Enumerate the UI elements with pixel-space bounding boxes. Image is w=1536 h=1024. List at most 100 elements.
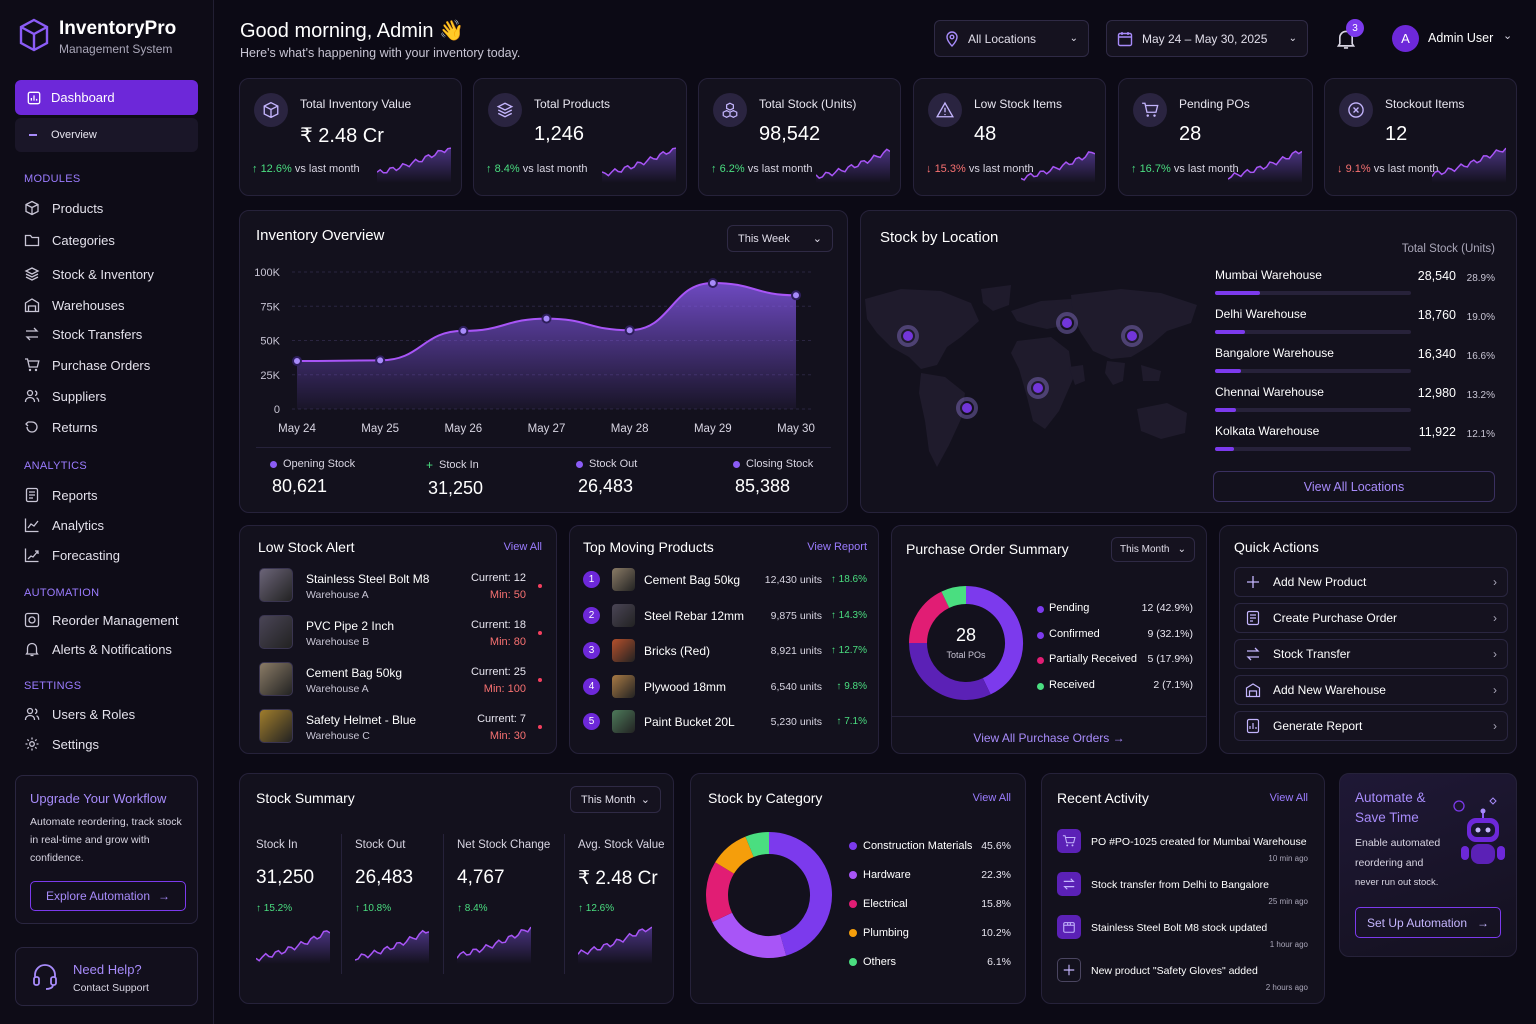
location-value: All Locations bbox=[968, 31, 1037, 46]
nav-dashboard[interactable]: Dashboard bbox=[15, 80, 198, 115]
summary-label: Avg. Stock Value bbox=[578, 839, 665, 851]
explore-automation-button[interactable]: Explore Automation → bbox=[30, 881, 186, 911]
summary-change: ↑ 12.6% bbox=[578, 903, 614, 914]
quick-action-button[interactable]: Create Purchase Order › bbox=[1234, 603, 1508, 633]
quick-action-label: Add New Product bbox=[1273, 575, 1367, 589]
stat-label: Opening Stock bbox=[283, 458, 356, 470]
location-select[interactable]: All Locations ⌄ bbox=[934, 20, 1089, 57]
donut-slice[interactable] bbox=[909, 591, 950, 644]
kpi-change-value: 16.7% bbox=[1139, 163, 1171, 175]
nav-label: Stock Transfers bbox=[52, 326, 143, 342]
overview-period-select[interactable]: This Week ⌄ bbox=[727, 225, 833, 252]
nav-label: Analytics bbox=[52, 517, 105, 533]
legend-dot bbox=[849, 929, 857, 937]
kpi-card[interactable]: Pending POs 28 ↑ 16.7% vs last month bbox=[1118, 78, 1313, 196]
transfer-icon bbox=[25, 327, 39, 341]
nav-alerts[interactable]: Alerts & Notifications bbox=[24, 641, 199, 657]
activity-view-all[interactable]: View All bbox=[1269, 792, 1308, 804]
nav-forecasting[interactable]: Forecasting bbox=[24, 547, 199, 563]
donut-slice[interactable] bbox=[706, 862, 735, 923]
nav-categories[interactable]: Categories bbox=[24, 232, 199, 248]
nav-overview[interactable]: Overview bbox=[15, 118, 198, 152]
nav-settings[interactable]: Settings bbox=[24, 736, 199, 752]
cube-icon bbox=[254, 93, 288, 127]
category-pct: 22.3% bbox=[981, 869, 1011, 881]
quick-action-label: Generate Report bbox=[1273, 719, 1363, 733]
nav-stock-transfers[interactable]: Stock Transfers bbox=[24, 326, 199, 342]
stat-label-row: Opening Stock bbox=[270, 458, 355, 470]
kpi-card[interactable]: Total Inventory Value ₹ 2.48 Cr ↑ 12.6% vs… bbox=[239, 78, 462, 196]
location-value: 16,340 bbox=[1417, 347, 1456, 361]
divider bbox=[892, 716, 1206, 717]
view-all-pos-link[interactable]: View All Purchase Orders → bbox=[892, 731, 1206, 745]
donut-slice[interactable] bbox=[909, 642, 991, 700]
notification-button[interactable]: 3 bbox=[1335, 19, 1364, 50]
dash-icon bbox=[29, 134, 37, 136]
product-units: 8,921 units bbox=[770, 645, 822, 657]
donut-slice[interactable] bbox=[941, 586, 967, 609]
nav-warehouses[interactable]: Warehouses bbox=[24, 297, 199, 313]
po-status-value: 12 (42.9%) bbox=[1141, 602, 1193, 614]
data-point[interactable] bbox=[624, 325, 635, 336]
overview-stat: Closing Stock 85,388 bbox=[733, 458, 813, 497]
kpi-card[interactable]: Total Products 1,246 ↑ 8.4% vs last month bbox=[473, 78, 687, 196]
low-stock-view-all[interactable]: View All bbox=[503, 541, 542, 553]
donut-slice[interactable] bbox=[965, 586, 1023, 695]
kpi-change: ↑ 6.2% vs last month bbox=[711, 163, 813, 175]
nav-analytics[interactable]: Analytics bbox=[24, 517, 199, 533]
product-name: Plywood 18mm bbox=[644, 679, 727, 694]
donut-slice[interactable] bbox=[712, 912, 787, 958]
donut-slice[interactable] bbox=[715, 836, 755, 875]
activity-text: PO #PO-1025 created for Mumbai Warehouse bbox=[1091, 836, 1307, 848]
category-pct: 10.2% bbox=[981, 927, 1011, 939]
category-view-all[interactable]: View All bbox=[972, 792, 1011, 804]
setup-automation-button[interactable]: Set Up Automation → bbox=[1355, 907, 1501, 938]
top-moving-view-report[interactable]: View Report bbox=[807, 541, 867, 553]
kpi-card[interactable]: Stockout Items 12 ↓ 9.1% vs last month bbox=[1324, 78, 1517, 196]
quick-action-button[interactable]: Add New Warehouse › bbox=[1234, 675, 1508, 705]
kpi-card[interactable]: Total Stock (Units) 98,542 ↑ 6.2% vs last … bbox=[698, 78, 901, 196]
product-change: ↑ 18.6% bbox=[831, 574, 867, 585]
quick-action-label: Add New Warehouse bbox=[1273, 683, 1386, 697]
kpi-card[interactable]: Low Stock Items 48 ↓ 15.3% vs last month bbox=[913, 78, 1106, 196]
nav-stock-inventory[interactable]: Stock & Inventory bbox=[24, 266, 199, 282]
min-stock: Min: 50 bbox=[489, 589, 526, 601]
avatar[interactable]: A bbox=[1392, 25, 1419, 52]
data-point[interactable] bbox=[707, 277, 718, 288]
data-point[interactable] bbox=[458, 325, 469, 336]
user-name[interactable]: Admin User bbox=[1428, 31, 1494, 45]
date-range-select[interactable]: May 24 – May 30, 2025 ⌄ bbox=[1106, 20, 1308, 57]
category-label: Hardware bbox=[863, 869, 911, 881]
data-point[interactable] bbox=[375, 355, 386, 366]
nav-reports[interactable]: Reports bbox=[24, 487, 199, 503]
donut-slice[interactable] bbox=[745, 832, 770, 858]
low-stock-card: Low Stock Alert View All Stainless Steel… bbox=[239, 525, 557, 754]
arrow-up-icon: ↑ bbox=[836, 680, 845, 692]
nav-suppliers[interactable]: Suppliers bbox=[24, 388, 199, 404]
help-card[interactable]: Need Help? Contact Support bbox=[15, 947, 198, 1006]
x-tick-label: May 24 bbox=[278, 423, 316, 435]
data-point[interactable] bbox=[541, 313, 552, 324]
kpi-change-note: vs last month bbox=[1373, 163, 1439, 175]
po-period-select[interactable]: This Month ⌄ bbox=[1111, 537, 1195, 562]
data-point[interactable] bbox=[791, 290, 801, 301]
stat-value: 80,621 bbox=[272, 476, 328, 496]
legend-dot bbox=[849, 842, 857, 850]
view-all-locations-button[interactable]: View All Locations bbox=[1213, 471, 1495, 502]
quick-action-button[interactable]: Stock Transfer › bbox=[1234, 639, 1508, 669]
stock-summary-period-select[interactable]: This Month ⌄ bbox=[570, 786, 661, 813]
nav-users-roles[interactable]: Users & Roles bbox=[24, 706, 199, 722]
donut-slice[interactable] bbox=[768, 832, 832, 956]
min-stock: Min: 80 bbox=[489, 636, 526, 648]
po-status-label: Received bbox=[1049, 678, 1095, 691]
nav-products[interactable]: Products bbox=[24, 200, 199, 216]
legend-dot bbox=[1037, 657, 1044, 664]
nav-reorder[interactable]: Reorder Management bbox=[24, 612, 199, 628]
chevron-down-icon[interactable]: ⌄ bbox=[1503, 30, 1513, 42]
quick-action-button[interactable]: Generate Report › bbox=[1234, 711, 1508, 741]
product-thumbnail bbox=[612, 639, 635, 662]
nav-returns[interactable]: Returns bbox=[24, 419, 199, 435]
data-point[interactable] bbox=[292, 356, 302, 367]
quick-action-button[interactable]: Add New Product › bbox=[1234, 567, 1508, 597]
nav-purchase-orders[interactable]: Purchase Orders bbox=[24, 357, 199, 373]
